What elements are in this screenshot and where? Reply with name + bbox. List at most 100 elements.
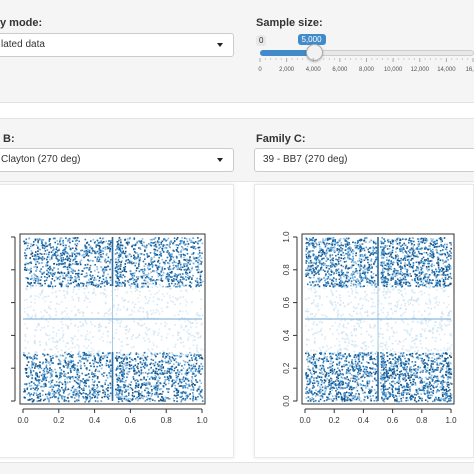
scatter-point (187, 278, 190, 280)
scatter-point (81, 372, 84, 375)
scatter-point (154, 392, 157, 395)
scatter-point (178, 261, 181, 263)
scatter-point (34, 266, 37, 268)
scatter-point (171, 353, 174, 356)
scatter-point (447, 312, 450, 314)
scatter-point (115, 249, 117, 251)
slider-handle[interactable] (305, 44, 323, 61)
scatter-point (344, 284, 346, 286)
scatter-point (439, 326, 441, 329)
scatter-point (159, 266, 161, 268)
scatter-point (70, 278, 72, 280)
scatter-point (154, 399, 156, 402)
scatter-point (48, 275, 51, 277)
scatter-point (59, 283, 61, 285)
scatter-point (86, 378, 89, 381)
family-b-select[interactable]: Clayton (270 deg) (0, 148, 234, 172)
scatter-point (440, 286, 442, 288)
scatter-point (86, 368, 88, 371)
scatter-point (124, 391, 126, 394)
scatter-point (59, 373, 62, 376)
scatter-point (109, 248, 112, 250)
scatter-point (134, 243, 137, 246)
scatter-point (110, 245, 112, 248)
scatter-point (449, 333, 452, 335)
scatter-point (74, 380, 76, 383)
scatter-point (334, 321, 337, 324)
scatter-point (98, 326, 100, 329)
scatter-point (199, 335, 202, 337)
scatter-point (201, 389, 203, 391)
scatter-point (59, 255, 62, 257)
scatter-point (62, 365, 65, 367)
scatter-point (151, 275, 153, 278)
scatter-point (157, 385, 159, 388)
scatter-point (82, 285, 85, 287)
scatter-point (110, 241, 112, 244)
scatter-point (71, 296, 74, 298)
scatter-point (153, 385, 155, 388)
scatter-point (84, 395, 87, 398)
scatter-point (196, 344, 198, 347)
scatter-point (120, 261, 123, 263)
scatter-point (159, 365, 162, 368)
scatter-point (417, 297, 420, 300)
scatter-point (168, 274, 170, 276)
scatter-point (90, 387, 93, 390)
scatter-point (354, 375, 357, 378)
scatter-point (178, 284, 181, 287)
scatter-point (126, 354, 129, 357)
scatter-point (197, 240, 200, 242)
scatter-point (142, 365, 145, 368)
sample-size-slider[interactable]: 0 5,000 0 2,000 4,000 6,000 8,000 10,000 12,00… (256, 33, 474, 78)
scatter-point (390, 365, 393, 367)
scatter-point (51, 291, 54, 294)
mode-select[interactable]: lated data (0, 33, 234, 57)
scatter-point (77, 269, 80, 272)
scatter-point (167, 360, 170, 363)
scatter-point (156, 394, 159, 397)
scatter-point (59, 239, 61, 241)
scatter-point (28, 352, 30, 354)
scatter-point (131, 335, 133, 338)
scatter-point (167, 237, 170, 240)
scatter-point (84, 392, 86, 395)
scatter-point (421, 347, 423, 349)
scatter-point (136, 390, 138, 393)
scatter-point (401, 355, 404, 357)
scatter-point (199, 278, 201, 280)
scatter-point (99, 324, 101, 327)
scatter-point (83, 256, 85, 259)
scatter-point (441, 360, 444, 362)
scatter-point (180, 373, 183, 375)
scatter-point (34, 316, 37, 318)
scatter-point (36, 268, 38, 271)
scatter-point (179, 243, 181, 245)
scatter-point (144, 295, 147, 298)
scatter-point (345, 371, 348, 373)
scatter-point (77, 383, 80, 385)
scatter-point (325, 345, 328, 347)
scatter-point (123, 397, 126, 400)
scatter-point (115, 355, 118, 357)
scatter-point (133, 306, 136, 309)
scatter-point (104, 280, 107, 283)
scatter-point (126, 325, 128, 327)
scatter-point (96, 260, 98, 262)
scatter-point (145, 359, 148, 361)
scatter-point (102, 250, 105, 253)
scatter-point (54, 271, 56, 274)
scatter-point (192, 247, 195, 249)
scatter-point (117, 256, 119, 259)
scatter-point (45, 318, 48, 321)
family-c-select[interactable]: 39 - BB7 (270 deg) (254, 148, 474, 172)
scatter-point (149, 278, 151, 281)
scatter-point (321, 389, 324, 392)
scatter-point (155, 241, 157, 244)
chevron-down-icon (217, 43, 223, 47)
scatter-point (153, 256, 155, 258)
scatter-point (180, 369, 183, 371)
scatter-point (427, 359, 430, 362)
scatter-point (24, 390, 26, 392)
scatter-point (31, 360, 33, 363)
